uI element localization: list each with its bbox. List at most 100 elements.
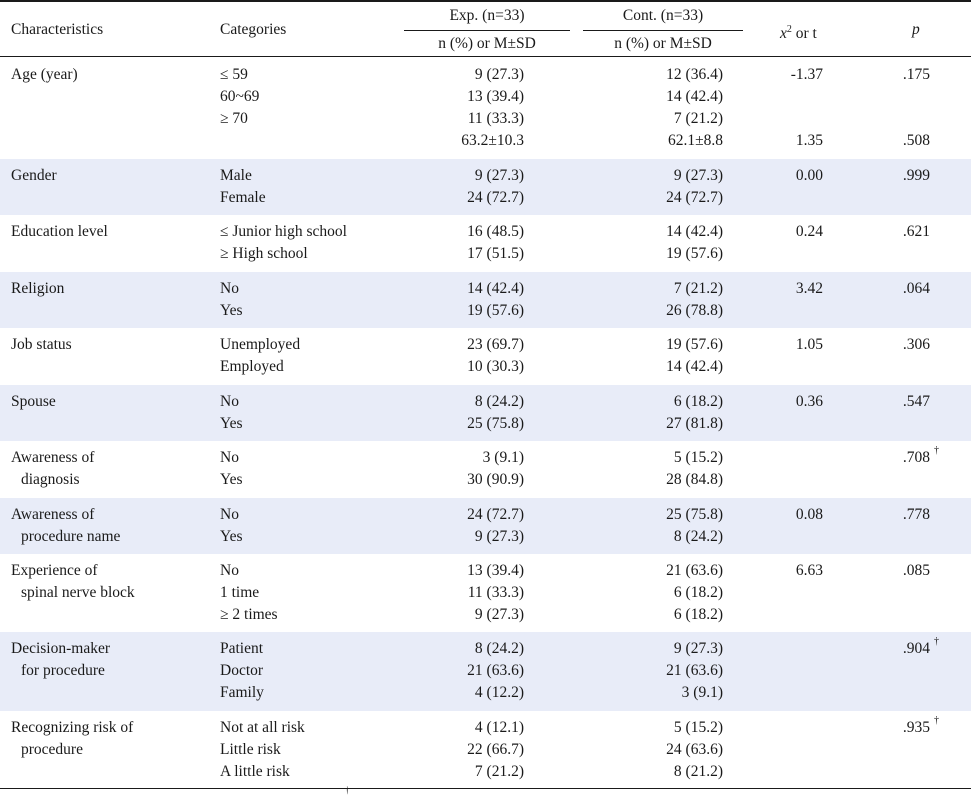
characteristic-label: procedure name bbox=[21, 528, 121, 545]
header-categories: Categories bbox=[220, 21, 287, 38]
table-row: Recognizing risk of procedure Not at all r… bbox=[0, 711, 971, 788]
header-p: p bbox=[912, 21, 920, 38]
exp-value: 7 (21.2) bbox=[474, 763, 524, 780]
cont-value: 28 (84.8) bbox=[666, 471, 723, 488]
p-value: .935 bbox=[902, 719, 930, 736]
characteristic-label: for procedure bbox=[21, 662, 105, 679]
cont-value: 19 (57.6) bbox=[666, 336, 723, 353]
exp-value: 17 (51.5) bbox=[467, 245, 524, 262]
cont-value: 27 (81.8) bbox=[666, 415, 723, 432]
stat-value: 3.42 bbox=[795, 280, 823, 297]
header-top-rule bbox=[0, 0, 971, 2]
footnote-dagger: † bbox=[345, 785, 350, 795]
p-value: .508 bbox=[902, 132, 930, 149]
exp-value: 9 (27.3) bbox=[474, 66, 524, 83]
category-label: Unemployed bbox=[220, 336, 301, 353]
exp-value: 63.2±10.3 bbox=[461, 132, 524, 149]
header-exp-underline bbox=[404, 30, 570, 31]
cont-value: 26 (78.8) bbox=[666, 302, 723, 319]
p-value: .085 bbox=[902, 562, 930, 579]
category-label: Not at all risk bbox=[220, 719, 305, 736]
category-label: No bbox=[220, 280, 239, 297]
characteristic-label: spinal nerve block bbox=[21, 584, 135, 601]
category-label: No bbox=[220, 562, 239, 579]
p-dagger-mark: † bbox=[934, 636, 939, 647]
exp-value: 10 (30.3) bbox=[467, 358, 524, 375]
characteristic-label: Age (year) bbox=[11, 66, 78, 83]
cont-value: 9 (27.3) bbox=[673, 167, 723, 184]
category-label: ≥ 70 bbox=[220, 110, 248, 127]
table-row: Spouse No Yes 8 (24.2) 25 (75.8) 6 (18.2) 27 (… bbox=[0, 385, 971, 441]
cont-value: 62.1±8.8 bbox=[667, 132, 723, 149]
category-label: Little risk bbox=[220, 741, 281, 758]
table-row: Decision-maker for procedure Patient Doctor… bbox=[0, 632, 971, 711]
category-label: No bbox=[220, 393, 239, 410]
exp-value: 4 (12.1) bbox=[474, 719, 524, 736]
exp-value: 9 (27.3) bbox=[474, 528, 524, 545]
cont-value: 25 (75.8) bbox=[666, 506, 723, 523]
cont-value: 24 (72.7) bbox=[666, 189, 723, 206]
table-row: Education level ≤ Junior high school ≥ Hig… bbox=[0, 215, 971, 272]
category-label: ≥ High school bbox=[220, 245, 308, 262]
stat-value: 0.24 bbox=[795, 223, 823, 240]
table-row: Awareness of procedure name No Yes 24 (72.7)… bbox=[0, 498, 971, 554]
category-label: Family bbox=[220, 684, 264, 701]
characteristic-label: Job status bbox=[11, 336, 72, 353]
header-stat-sup: 2 bbox=[786, 24, 792, 35]
category-label: Employed bbox=[220, 358, 284, 375]
category-label: Yes bbox=[220, 528, 243, 545]
header-cont-underline bbox=[583, 30, 743, 31]
cont-value: 21 (63.6) bbox=[666, 562, 723, 579]
header-bottom-rule bbox=[0, 56, 971, 57]
cont-value: 8 (24.2) bbox=[673, 528, 723, 545]
exp-value: 16 (48.5) bbox=[467, 223, 524, 240]
cont-value: 9 (27.3) bbox=[673, 640, 723, 657]
table-row: Job status Unemployed Employed 23 (69.7) 10 … bbox=[0, 328, 971, 385]
cont-value: 24 (63.6) bbox=[666, 741, 723, 758]
characteristic-label: Education level bbox=[11, 223, 108, 240]
header-stat-x: x bbox=[780, 25, 787, 43]
exp-value: 13 (39.4) bbox=[467, 88, 524, 105]
table-row: Gender Male Female 9 (27.3) 24 (72.7) 9 (27.3… bbox=[0, 159, 971, 215]
characteristic-label: Experience of bbox=[11, 562, 98, 579]
header-cont-sub: n (%) or M±SD bbox=[614, 35, 712, 52]
p-value: .621 bbox=[902, 223, 930, 240]
exp-value: 22 (66.7) bbox=[467, 741, 524, 758]
cont-value: 14 (42.4) bbox=[666, 223, 723, 240]
stat-value: 1.05 bbox=[795, 336, 823, 353]
cont-value: 7 (21.2) bbox=[673, 280, 723, 297]
p-value: .547 bbox=[902, 393, 930, 410]
category-label: ≥ 2 times bbox=[220, 606, 278, 623]
exp-value: 13 (39.4) bbox=[467, 562, 524, 579]
characteristic-label: Religion bbox=[11, 280, 65, 297]
category-label: Yes bbox=[220, 471, 243, 488]
exp-value: 24 (72.7) bbox=[467, 189, 524, 206]
stat-value: 6.63 bbox=[795, 562, 823, 579]
table-row: Experience of spinal nerve block No 1 time ≥… bbox=[0, 554, 971, 632]
exp-value: 9 (27.3) bbox=[474, 167, 524, 184]
category-label: A little risk bbox=[220, 763, 290, 780]
cont-value: 6 (18.2) bbox=[673, 584, 723, 601]
exp-value: 14 (42.4) bbox=[467, 280, 524, 297]
p-value: .778 bbox=[902, 506, 930, 523]
cont-value: 19 (57.6) bbox=[666, 245, 723, 262]
cont-value: 12 (36.4) bbox=[666, 66, 723, 83]
exp-value: 25 (75.8) bbox=[467, 415, 524, 432]
category-label: No bbox=[220, 449, 239, 466]
exp-value: 9 (27.3) bbox=[474, 606, 524, 623]
exp-value: 8 (24.2) bbox=[474, 393, 524, 410]
characteristic-label: procedure bbox=[21, 741, 83, 758]
category-label: 1 time bbox=[220, 584, 260, 601]
p-value: .708 bbox=[902, 449, 930, 466]
p-value: .175 bbox=[902, 66, 930, 83]
header-stat-rest: or t bbox=[791, 25, 817, 43]
stat-value: 0.08 bbox=[795, 506, 823, 523]
cont-value: 7 (21.2) bbox=[673, 110, 723, 127]
category-label: Male bbox=[220, 167, 252, 184]
cont-value: 3 (9.1) bbox=[681, 684, 723, 701]
exp-value: 11 (33.3) bbox=[467, 110, 524, 127]
category-label: 60~69 bbox=[220, 88, 260, 105]
cont-value: 21 (63.6) bbox=[666, 662, 723, 679]
header-exp-sub: n (%) or M±SD bbox=[438, 35, 536, 52]
header-cont-group: Cont. (n=33) bbox=[622, 7, 704, 24]
